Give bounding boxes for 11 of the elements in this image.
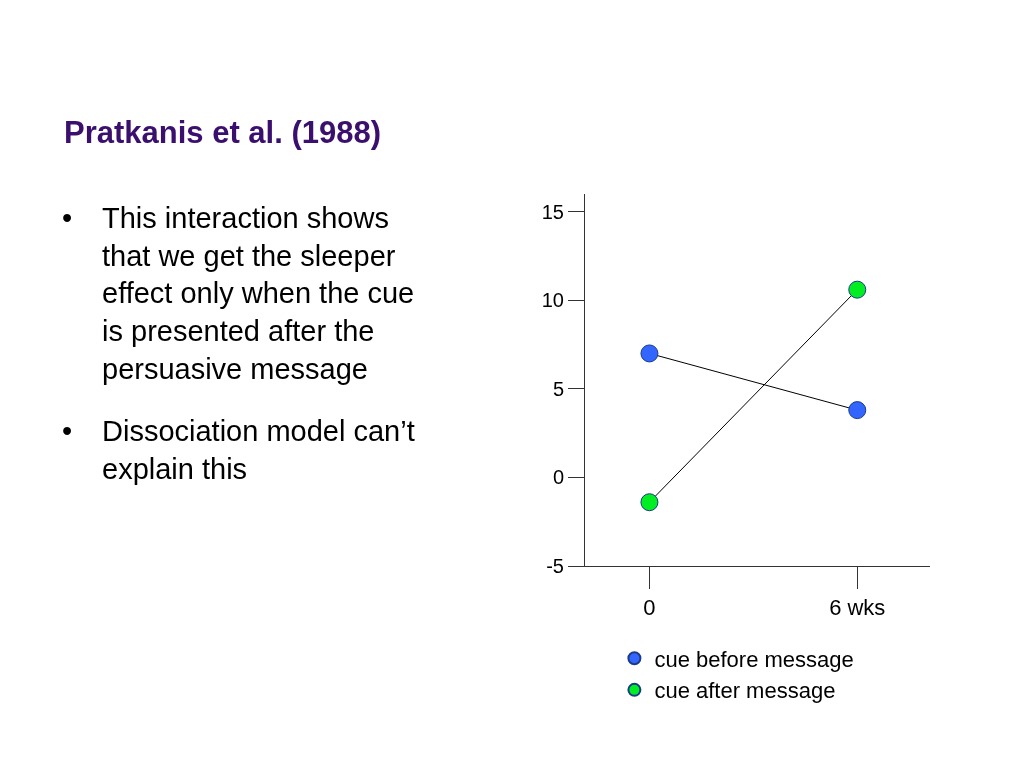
- x-tick-label: 6 wks: [829, 595, 886, 621]
- legend-label: cue before message: [654, 646, 854, 672]
- y-tick-label: 5: [552, 377, 564, 400]
- text: • Dissociation model can’t explain this: [62, 415, 415, 485]
- y-tick-label: 15: [541, 200, 564, 223]
- text: Pratkanis et al. (1988): [64, 115, 382, 150]
- y-tick-label: 0: [552, 466, 564, 489]
- y-tick-label: -5: [546, 555, 564, 577]
- y-tick-label: 10: [541, 289, 564, 312]
- legend-label: cue after message: [654, 678, 836, 704]
- text: • This interaction shows that we get the sleeper effect only when the cue is presented after the persuasive message: [62, 202, 415, 385]
